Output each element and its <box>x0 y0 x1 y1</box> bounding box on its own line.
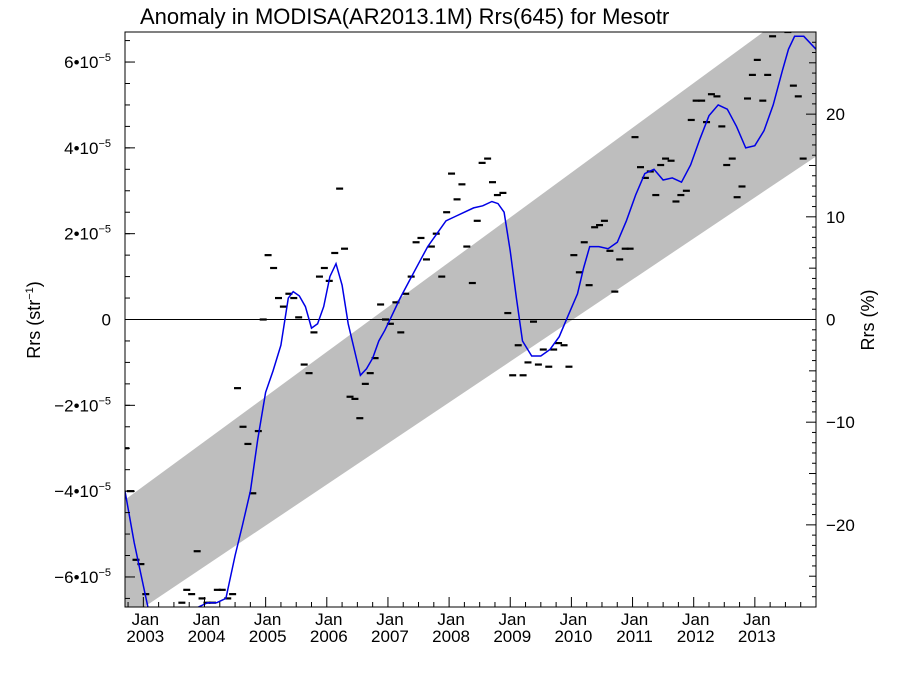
left-tick-labels: −6•10−5 −4•10−5 −2•10−5 0 2•10−5 4•10−5 6•10−5 <box>54 52 111 587</box>
left-tick-label: 6•10−5 <box>64 52 111 72</box>
left-axis-label: Rrs (str−1) <box>24 281 44 359</box>
right-tick-label: 10 <box>826 208 845 227</box>
right-tick-label: 0 <box>826 311 835 330</box>
left-tick-label: 0 <box>102 311 111 330</box>
x-tick-year: 2008 <box>432 627 470 646</box>
x-tick-month: Jan <box>437 610 464 629</box>
trend-band <box>125 32 816 607</box>
right-tick-label: 20 <box>826 105 845 124</box>
x-tick-labels: Jan2003Jan2004Jan2005Jan2006Jan2007Jan20… <box>126 610 775 646</box>
x-tick-year: 2003 <box>126 627 164 646</box>
chart-title: Anomaly in MODISA(AR2013.1M) Rrs(645) fo… <box>140 4 669 29</box>
x-tick-year: 2007 <box>371 627 409 646</box>
x-tick-month: Jan <box>621 610 648 629</box>
x-tick-month: Jan <box>132 610 159 629</box>
plot-area <box>125 32 816 607</box>
x-tick-month: Jan <box>499 610 526 629</box>
x-tick-year: 2004 <box>188 627 226 646</box>
x-tick-year: 2006 <box>310 627 348 646</box>
right-axis-label: Rrs (%) <box>858 290 878 351</box>
x-tick-month: Jan <box>315 610 342 629</box>
x-tick-month: Jan <box>376 610 403 629</box>
x-tick-month: Jan <box>682 610 709 629</box>
x-tick-year: 2013 <box>738 627 776 646</box>
left-tick-label: −6•10−5 <box>54 567 111 587</box>
x-tick-month: Jan <box>560 610 587 629</box>
left-tick-label: −2•10−5 <box>54 395 111 415</box>
axis-ticks <box>125 40 816 607</box>
right-tick-label: −10 <box>826 413 855 432</box>
x-tick-month: Jan <box>193 610 220 629</box>
x-tick-year: 2010 <box>554 627 592 646</box>
smoothed-series-line <box>125 35 816 607</box>
x-tick-year: 2005 <box>249 627 287 646</box>
right-tick-labels: −20 −10 0 10 20 <box>826 105 855 535</box>
x-tick-month: Jan <box>254 610 281 629</box>
left-tick-label: 2•10−5 <box>64 224 111 244</box>
right-tick-label: −20 <box>826 516 855 535</box>
left-tick-label: 4•10−5 <box>64 138 111 158</box>
x-tick-year: 2009 <box>493 627 531 646</box>
x-tick-year: 2011 <box>616 627 653 646</box>
x-tick-year: 2012 <box>677 627 715 646</box>
x-tick-month: Jan <box>743 610 770 629</box>
left-tick-label: −4•10−5 <box>54 481 111 501</box>
